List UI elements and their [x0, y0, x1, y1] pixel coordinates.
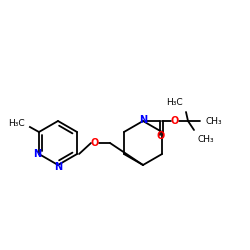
Text: O: O — [157, 131, 165, 141]
Text: CH₃: CH₃ — [206, 116, 223, 126]
Text: H₃C: H₃C — [8, 120, 25, 128]
Text: N: N — [139, 115, 147, 125]
Text: O: O — [91, 138, 99, 148]
Text: CH₃: CH₃ — [197, 135, 214, 144]
Text: N: N — [54, 162, 62, 172]
Text: O: O — [171, 116, 179, 126]
Text: N: N — [33, 149, 41, 159]
Text: H₃C: H₃C — [166, 98, 183, 107]
